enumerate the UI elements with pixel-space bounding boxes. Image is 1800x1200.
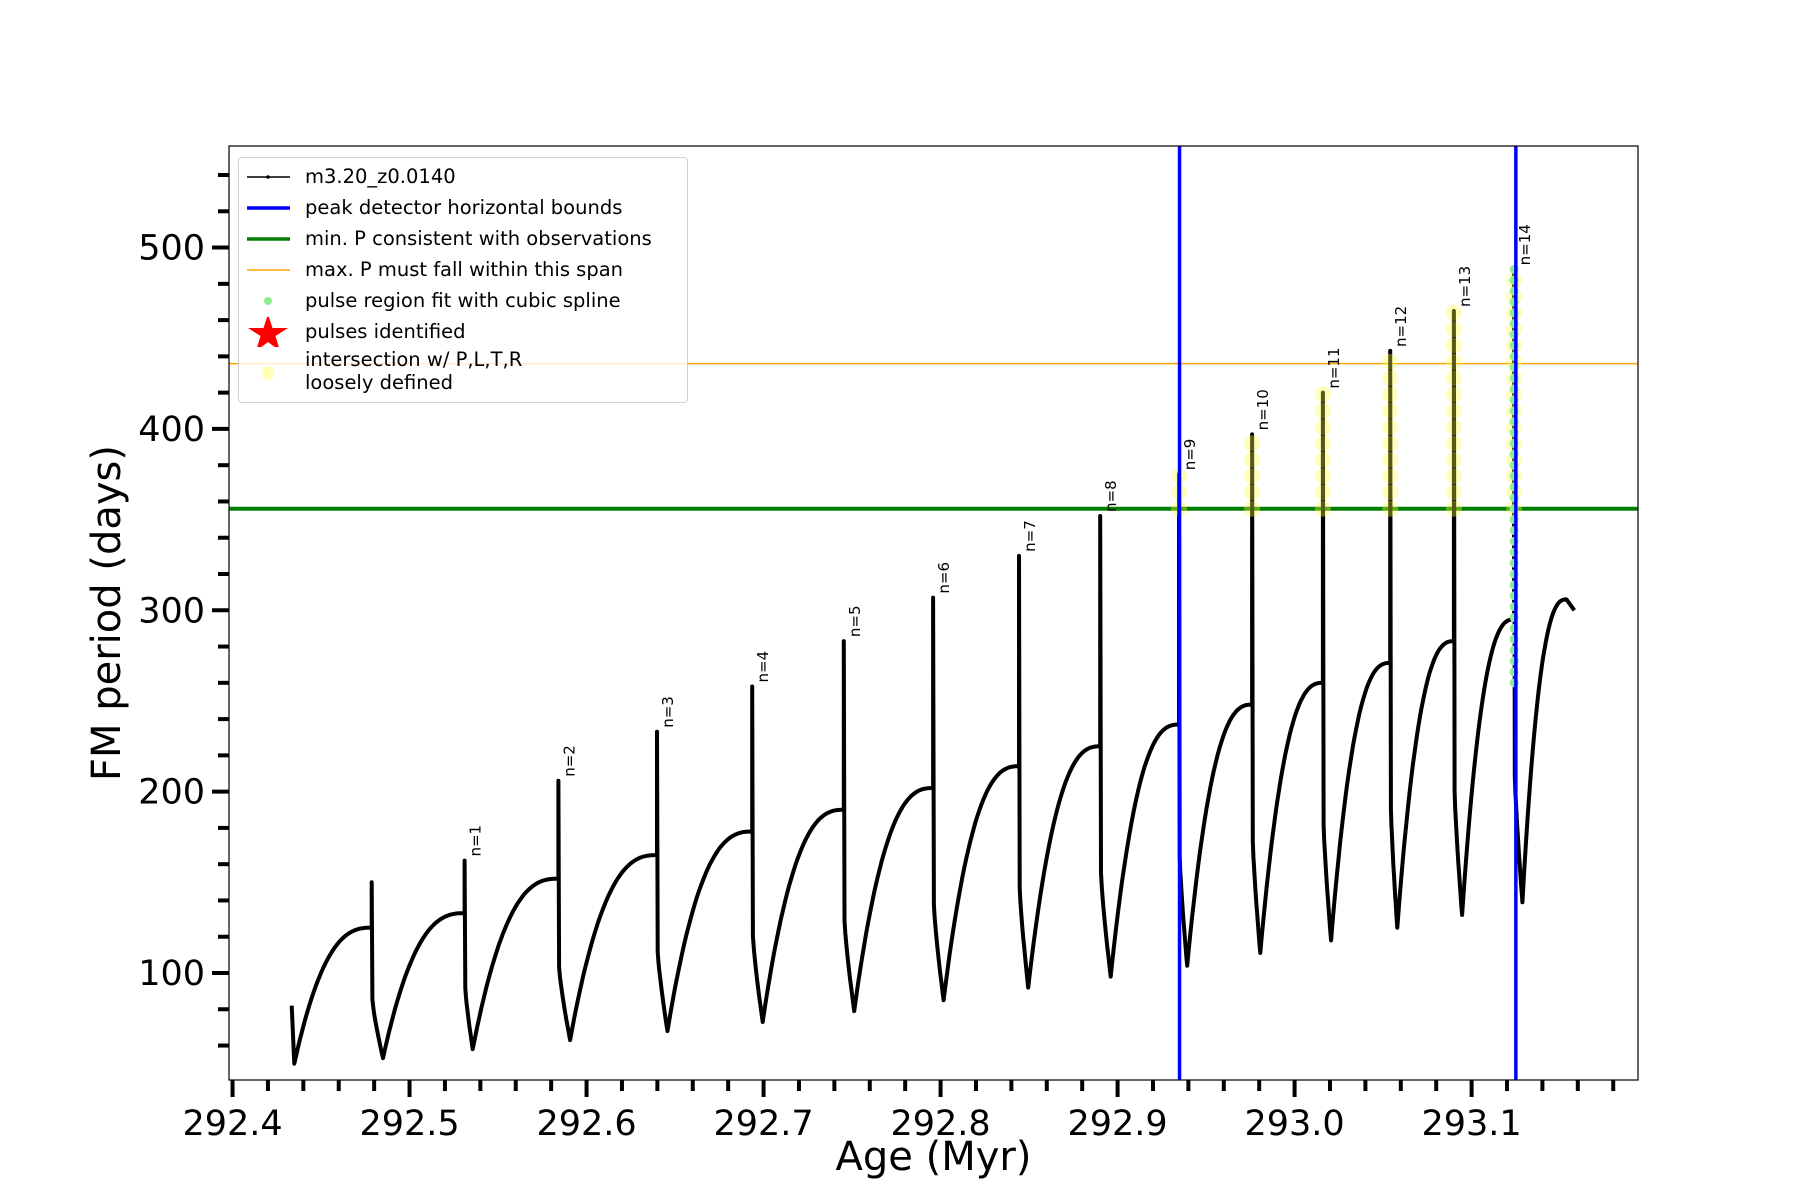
- intersection-marker: [1314, 468, 1331, 485]
- pulse-label: n=8: [1102, 480, 1120, 512]
- intersection-marker: [1445, 419, 1462, 436]
- legend-item-intersection: intersection w/ P,L,T,R loosely defined: [239, 348, 687, 398]
- plot-frame: [228, 145, 1639, 1081]
- intersection-marker: [1314, 419, 1331, 436]
- x-tick-label: 292.4: [182, 1104, 282, 1144]
- pulse-label: n=1: [467, 825, 485, 857]
- legend-item-max-p: max. P must fall within this span: [239, 255, 687, 285]
- plot-area: [229, 146, 1638, 1080]
- pulse-label: n=10: [1254, 389, 1272, 430]
- pulse-label: n=12: [1392, 306, 1410, 347]
- x-tick-label: 293.1: [1422, 1104, 1522, 1144]
- intersection-marker: [1382, 419, 1399, 436]
- intersection-marker: [1382, 484, 1399, 501]
- pulse-label: n=14: [1516, 224, 1534, 265]
- intersection-marker: [1445, 468, 1462, 485]
- intersection-marker: [1382, 500, 1399, 517]
- legend-label: peak detector horizontal bounds: [305, 196, 623, 219]
- x-tick-label: 292.6: [536, 1104, 636, 1144]
- intersection-marker: [1445, 321, 1462, 338]
- x-tick-label: 293.0: [1244, 1104, 1344, 1144]
- intersection-marker: [1445, 337, 1462, 354]
- y-tick-label: 100: [138, 954, 205, 994]
- intersection-marker: [1314, 386, 1331, 403]
- intersection-marker: [1382, 451, 1399, 468]
- y-axis-label: FM period (days): [84, 445, 130, 781]
- intersection-marker: [1445, 500, 1462, 517]
- legend-label: intersection w/ P,L,T,R: [305, 348, 523, 371]
- x-tick-label: 292.9: [1067, 1104, 1167, 1144]
- pulse-label: n=4: [754, 651, 772, 683]
- pulse-label: n=7: [1021, 520, 1039, 552]
- intersection-marker: [1314, 500, 1331, 517]
- intersection-marker: [1382, 370, 1399, 387]
- x-axis-label: Age (Myr): [836, 1134, 1032, 1180]
- x-tick-label: 292.7: [713, 1104, 813, 1144]
- model-curve: [289, 267, 1576, 1066]
- pulse-label: n=5: [846, 605, 864, 637]
- legend-label: m3.20_z0.0140: [305, 165, 456, 188]
- intersection-marker: [1382, 386, 1399, 403]
- pulse-label: n=9: [1181, 439, 1199, 471]
- x-tick-label: 292.8: [890, 1104, 990, 1144]
- intersection-marker: [1445, 370, 1462, 387]
- intersection-marker: [1314, 435, 1331, 452]
- intersection-marker: [1244, 451, 1261, 468]
- pulse-label: n=11: [1325, 347, 1343, 388]
- pulse-label: n=13: [1456, 266, 1474, 307]
- pulse-label: n=2: [560, 745, 578, 777]
- y-tick-label: 200: [138, 773, 205, 813]
- intersection-marker: [1382, 402, 1399, 419]
- legend-label: min. P consistent with observations: [305, 227, 652, 250]
- intersection-marker: [1314, 484, 1331, 501]
- intersection-marker: [1445, 386, 1462, 403]
- star-icon: [248, 317, 288, 347]
- intersection-marker: [1445, 353, 1462, 370]
- intersection-marker: [1382, 435, 1399, 452]
- intersection-marker: [1244, 435, 1261, 452]
- legend-item-spline: pulse region fit with cubic spline: [239, 286, 687, 316]
- legend-item-pulses: pulses identified: [239, 317, 687, 347]
- intersection-marker: [1382, 353, 1399, 370]
- y-tick-label: 500: [138, 229, 205, 269]
- legend-label: pulses identified: [305, 320, 466, 343]
- intersection-marker: [1244, 500, 1261, 517]
- x-tick-label: 292.5: [359, 1104, 459, 1144]
- intersection-marker: [1445, 402, 1462, 419]
- intersection-marker: [1445, 484, 1462, 501]
- legend-label: max. P must fall within this span: [305, 258, 624, 281]
- legend-item-model: m3.20_z0.0140: [239, 162, 687, 192]
- legend-label-line2: loosely defined: [305, 371, 453, 394]
- legend: m3.20_z0.0140 peak detector horizontal b…: [238, 157, 688, 403]
- intersection-marker: [1445, 451, 1462, 468]
- y-tick-label: 300: [138, 591, 205, 631]
- intersection-marker: [1244, 468, 1261, 485]
- intersection-marker: [1314, 402, 1331, 419]
- pulse-label: n=3: [659, 696, 677, 728]
- legend-item-min-p: min. P consistent with observations: [239, 224, 687, 254]
- intersection-marker: [1445, 435, 1462, 452]
- intersection-marker: [1382, 468, 1399, 485]
- intersection-marker: [1445, 304, 1462, 321]
- intersection-marker: [1244, 484, 1261, 501]
- legend-label: pulse region fit with cubic spline: [305, 289, 621, 312]
- y-tick-label: 400: [138, 410, 205, 450]
- intersection-marker: [1314, 451, 1331, 468]
- legend-item-peak-bounds: peak detector horizontal bounds: [239, 193, 687, 223]
- pulse-label: n=6: [935, 562, 953, 594]
